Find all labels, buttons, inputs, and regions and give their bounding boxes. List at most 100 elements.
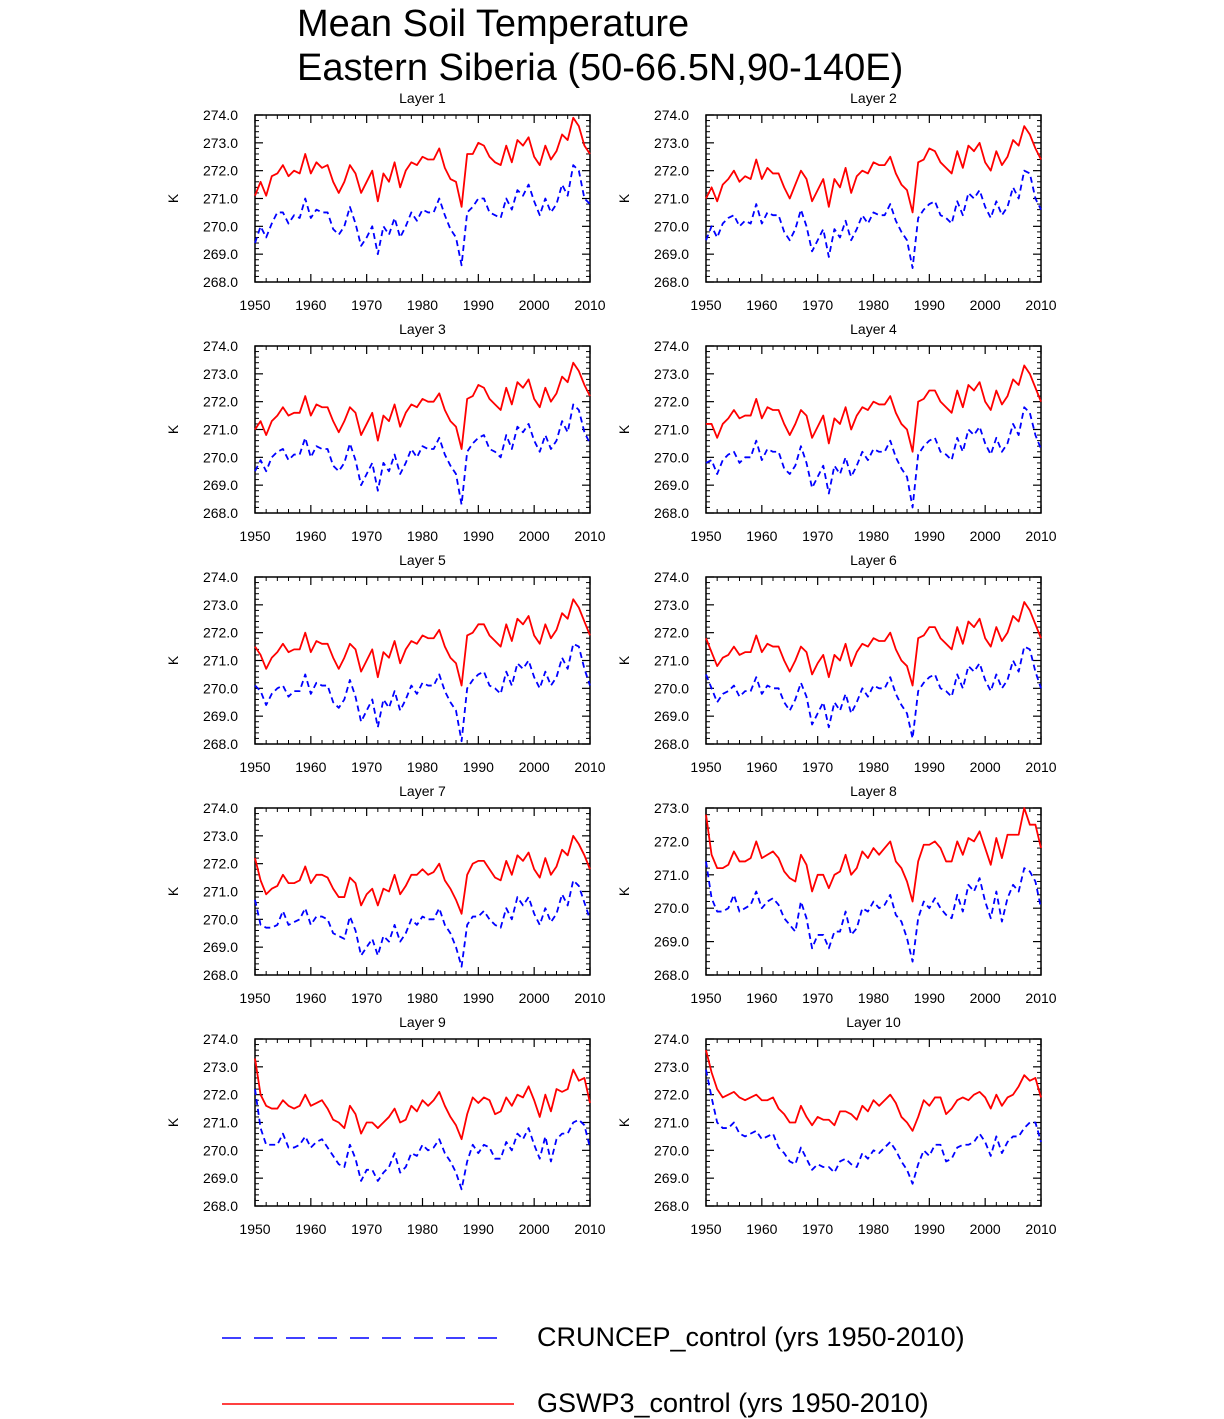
panel-7-ytick-label: 274.0 [203,800,238,816]
panel-8-ytick-label: 269.0 [654,934,689,950]
panel-4-ytick-label: 271.0 [654,422,689,438]
panel-2-xtick-label: 1970 [802,297,833,313]
panel-4-ylabel: K [616,424,632,434]
panel-3-ytick-label: 268.0 [203,505,238,521]
panel-7-ytick-label: 270.0 [203,911,238,927]
panel-8-ytick-label: 273.0 [654,800,689,816]
panel-5-xtick-label: 1970 [351,759,382,775]
panel-1-title: Layer 1 [399,90,446,106]
panel-1-xtick-label: 1950 [239,297,270,313]
panel-5-ytick-label: 271.0 [203,653,238,669]
panel-10-xtick-label: 2000 [970,1221,1001,1237]
panel-10-xtick-label: 1950 [690,1221,721,1237]
panel-9-ytick-label: 274.0 [203,1031,238,1047]
panel-8-xtick-label: 1960 [746,990,777,1006]
panel-6-ytick-label: 268.0 [654,736,689,752]
panel-4-ytick-label: 272.0 [654,394,689,410]
panel-3-xtick-label: 2000 [519,528,550,544]
panel-4-xtick-label: 1980 [858,528,889,544]
panel-1-ylabel: K [165,193,181,203]
panel-8-cruncep-line [705,861,1042,963]
panel-4-xtick-label: 1970 [802,528,833,544]
panel-3-ytick-label: 272.0 [203,394,238,410]
panel-4-ytick-label: 273.0 [654,366,689,382]
panel-1-ytick-label: 269.0 [203,246,238,262]
panel-2-ytick-label: 274.0 [654,107,689,123]
panel-3-xtick-label: 1970 [351,528,382,544]
chart-title-line1: Mean Soil Temperature [297,3,690,45]
panel-4-xtick-label: 1960 [746,528,777,544]
panel-9-ytick-label: 270.0 [203,1142,238,1158]
panel-5-xtick-label: 1950 [239,759,270,775]
panel-5-title: Layer 5 [399,552,446,568]
panel-3-cruncep-line [254,403,591,506]
panel-1-xtick-label: 1990 [463,297,494,313]
panel-8-gswp3-line [705,807,1042,903]
panel-3-xtick-label: 1990 [463,528,494,544]
panel-1-gswp3-line [254,116,591,208]
panel-1-xtick-label: 2000 [519,297,550,313]
panel-9-ylabel: K [165,1117,181,1127]
panel-7-frame [254,807,591,976]
panel-10-ytick-label: 269.0 [654,1170,689,1186]
panel-5-ytick-label: 273.0 [203,597,238,613]
panel-6-ytick-label: 270.0 [654,680,689,696]
panel-8-ylabel: K [616,886,632,896]
panel-2-gswp3-line [705,125,1042,214]
panel-7-ytick-label: 268.0 [203,967,238,983]
panel-10-xtick-label: 1970 [802,1221,833,1237]
panel-9-ytick-label: 273.0 [203,1059,238,1075]
panel-5-xtick-label: 1960 [295,759,326,775]
panel-10-ytick-label: 270.0 [654,1142,689,1158]
panel-8-ytick-label: 271.0 [654,867,689,883]
panel-9-xtick-label: 2000 [519,1221,550,1237]
panel-5-cruncep-line [254,642,591,743]
panel-7-xtick-label: 1950 [239,990,270,1006]
panel-7-xtick-label: 2000 [519,990,550,1006]
panel-10-ytick-label: 268.0 [654,1198,689,1214]
panel-1-xtick-label: 1980 [407,297,438,313]
panel-8-xtick-label: 2010 [1025,990,1056,1006]
panel-10-ytick-label: 271.0 [654,1115,689,1131]
panel-5-ytick-label: 272.0 [203,625,238,641]
panel-6-ytick-label: 269.0 [654,708,689,724]
panel-7-ytick-label: 271.0 [203,884,238,900]
panel-9-xtick-label: 1960 [295,1221,326,1237]
panel-1-ytick-label: 271.0 [203,191,238,207]
panel-2-ytick-label: 271.0 [654,191,689,207]
panel-1-ytick-label: 273.0 [203,135,238,151]
panel-9-xtick-label: 1950 [239,1221,270,1237]
panel-4-xtick-label: 1950 [690,528,721,544]
panel-8-xtick-label: 1970 [802,990,833,1006]
panel-10-ytick-label: 273.0 [654,1059,689,1075]
panel-10-xtick-label: 1990 [914,1221,945,1237]
panel-1-ytick-label: 268.0 [203,274,238,290]
panel-7-xtick-label: 2010 [574,990,605,1006]
panel-6-ylabel: K [616,655,632,665]
panel-6-xtick-label: 1980 [858,759,889,775]
panel-1-ytick-label: 270.0 [203,218,238,234]
panel-7-xtick-label: 1970 [351,990,382,1006]
panel-3-xtick-label: 2010 [574,528,605,544]
panel-4-cruncep-line [705,406,1042,509]
panel-8-ytick-label: 270.0 [654,900,689,916]
panel-6-title: Layer 6 [850,552,897,568]
panel-10-cruncep-line [705,1069,1042,1185]
panel-6-xtick-label: 2000 [970,759,1001,775]
panel-2-ytick-label: 269.0 [654,246,689,262]
panel-7-ytick-label: 269.0 [203,939,238,955]
panel-8-xtick-label: 1980 [858,990,889,1006]
panel-10-ytick-label: 272.0 [654,1087,689,1103]
panel-6-xtick-label: 2010 [1025,759,1056,775]
panel-8-xtick-label: 1950 [690,990,721,1006]
panel-2-xtick-label: 1960 [746,297,777,313]
panel-7-title: Layer 7 [399,783,446,799]
panel-9-frame [254,1038,591,1207]
panel-1-xtick-label: 1960 [295,297,326,313]
panel-3-ylabel: K [165,424,181,434]
panel-6-frame [705,576,1042,745]
panel-1-cruncep-line [254,164,591,267]
panel-7-ytick-label: 272.0 [203,856,238,872]
panel-3-frame [254,345,591,514]
